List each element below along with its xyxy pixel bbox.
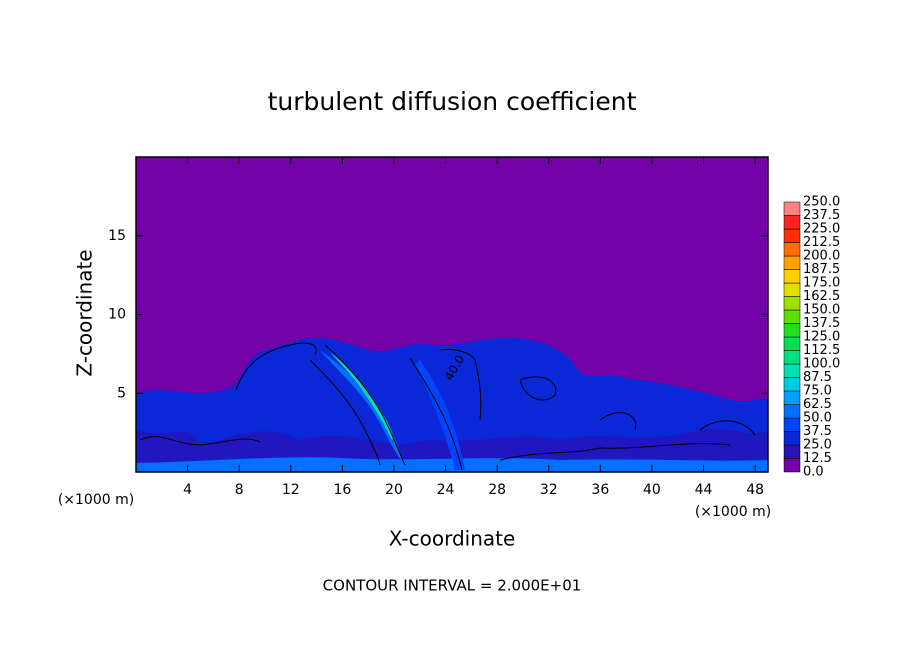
colorbar-label: 87.5 [803, 370, 832, 385]
colorbar-label: 50.0 [803, 411, 832, 426]
colorbar-label: 150.0 [803, 303, 840, 318]
contour-lines [139, 342, 756, 471]
colorbar-band [783, 350, 801, 365]
colorbar-label: 250.0 [803, 195, 840, 210]
colorbar-band [783, 377, 801, 392]
x-tick-label: 32 [540, 482, 558, 498]
colorbar-label: 125.0 [803, 330, 840, 345]
x-tick-label: 20 [385, 482, 403, 498]
colorbar: 0.012.525.037.550.062.575.087.5100.0112.… [783, 195, 840, 480]
y-unit-label: (×1000 m) [58, 492, 134, 508]
x-axis-label: X-coordinate [389, 527, 516, 551]
colorbar-label: 37.5 [803, 424, 832, 439]
colorbar-label: 0.0 [803, 465, 824, 480]
colorbar-band [783, 228, 801, 243]
chart-title: turbulent diffusion coefficient [268, 87, 637, 116]
y-tick-label: 10 [108, 307, 126, 323]
colorbar-band [783, 309, 801, 324]
colorbar-label: 175.0 [803, 276, 840, 291]
colorbar-band [783, 363, 801, 378]
x-tick-label: 16 [333, 482, 351, 498]
colorbar-label: 137.5 [803, 316, 840, 331]
x-tick-label: 40 [643, 482, 661, 498]
x-tick-label: 8 [235, 482, 244, 498]
y-tick-label: 5 [117, 385, 126, 401]
colorbar-band [783, 417, 801, 432]
colorbar-band [783, 255, 801, 270]
colorbar-band [783, 431, 801, 446]
colorbar-band [783, 404, 801, 419]
colorbar-label: 12.5 [803, 451, 832, 466]
x-tick-label: 44 [695, 482, 713, 498]
colorbar-band [783, 444, 801, 459]
colorbar-band [783, 458, 801, 473]
x-tick-label: 36 [591, 482, 609, 498]
colorbar-label: 237.5 [803, 208, 840, 223]
colorbar-band [783, 269, 801, 284]
colorbar-band [783, 282, 801, 297]
y-axis-label: Z-coordinate [73, 249, 97, 376]
footnote: CONTOUR INTERVAL = 2.000E+01 [323, 577, 582, 595]
colorbar-band [783, 201, 801, 216]
x-tick-label: 12 [282, 482, 300, 498]
x-tick-label: 4 [183, 482, 192, 498]
colorbar-label: 200.0 [803, 249, 840, 264]
colorbar-label: 75.0 [803, 384, 832, 399]
colorbar-label: 25.0 [803, 438, 832, 453]
colorbar-band [783, 336, 801, 351]
colorbar-band [783, 390, 801, 405]
colorbar-band [783, 323, 801, 338]
field: 40.0 [136, 157, 768, 472]
x-tick-label: 48 [746, 482, 764, 498]
colorbar-label: 225.0 [803, 222, 840, 237]
colorbar-label: 212.5 [803, 235, 840, 250]
colorbar-band [783, 215, 801, 230]
colorbar-band [783, 296, 801, 311]
field-region [136, 457, 768, 472]
colorbar-label: 100.0 [803, 357, 840, 372]
y-tick-label: 15 [108, 228, 126, 244]
x-unit-label: (×1000 m) [695, 504, 771, 520]
colorbar-band [783, 242, 801, 257]
x-tick-label: 28 [488, 482, 506, 498]
x-tick-label: 24 [437, 482, 455, 498]
colorbar-label: 112.5 [803, 343, 840, 358]
colorbar-label: 187.5 [803, 262, 840, 277]
colorbar-label: 162.5 [803, 289, 840, 304]
colorbar-label: 62.5 [803, 397, 832, 412]
